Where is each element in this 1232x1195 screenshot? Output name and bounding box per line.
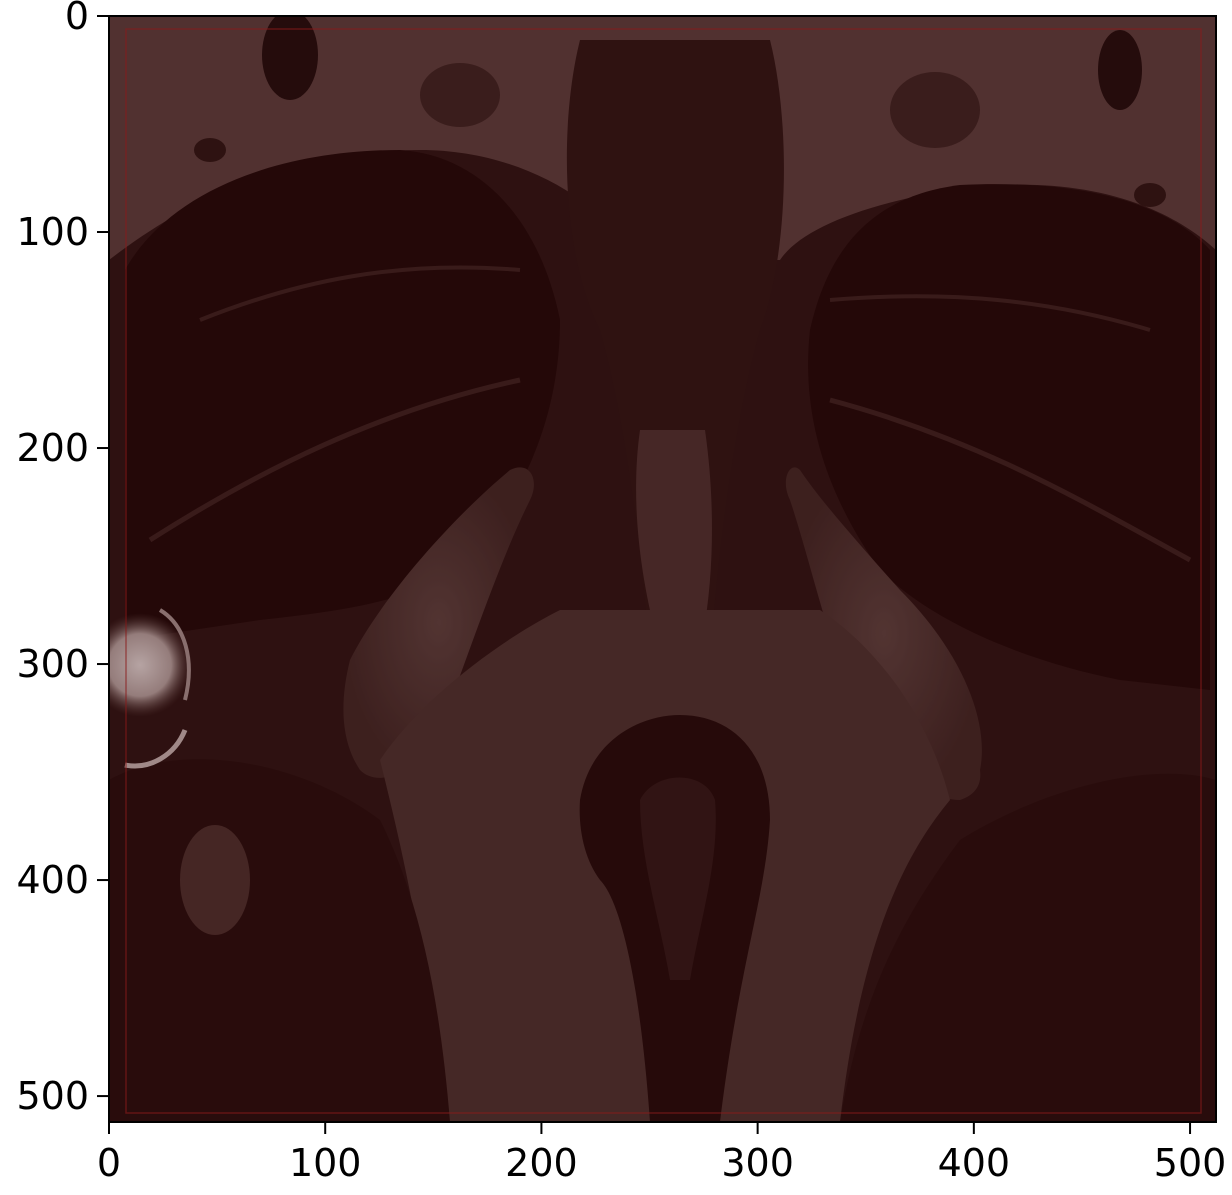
y-tick-label: 400 (16, 858, 89, 902)
x-tick-label: 500 (1154, 1141, 1227, 1185)
axes-frame (108, 15, 1217, 1123)
x-tick-label: 200 (505, 1141, 578, 1185)
x-tick-label: 0 (97, 1141, 121, 1185)
overlay-box (125, 28, 1202, 1114)
y-tick-label: 500 (16, 1074, 89, 1118)
y-tick-label: 200 (16, 426, 89, 470)
y-tick-label: 100 (16, 210, 89, 254)
x-tick-label: 100 (289, 1141, 362, 1185)
x-axis: 0 100 200 300 400 500 (97, 1122, 1226, 1185)
mri-image (109, 16, 1216, 1122)
y-tick-label: 300 (16, 642, 89, 686)
y-axis: 0 100 200 300 400 500 (16, 0, 109, 1118)
x-tick-label: 400 (938, 1141, 1011, 1185)
x-tick-label: 300 (721, 1141, 794, 1185)
y-tick-label: 0 (65, 0, 89, 38)
